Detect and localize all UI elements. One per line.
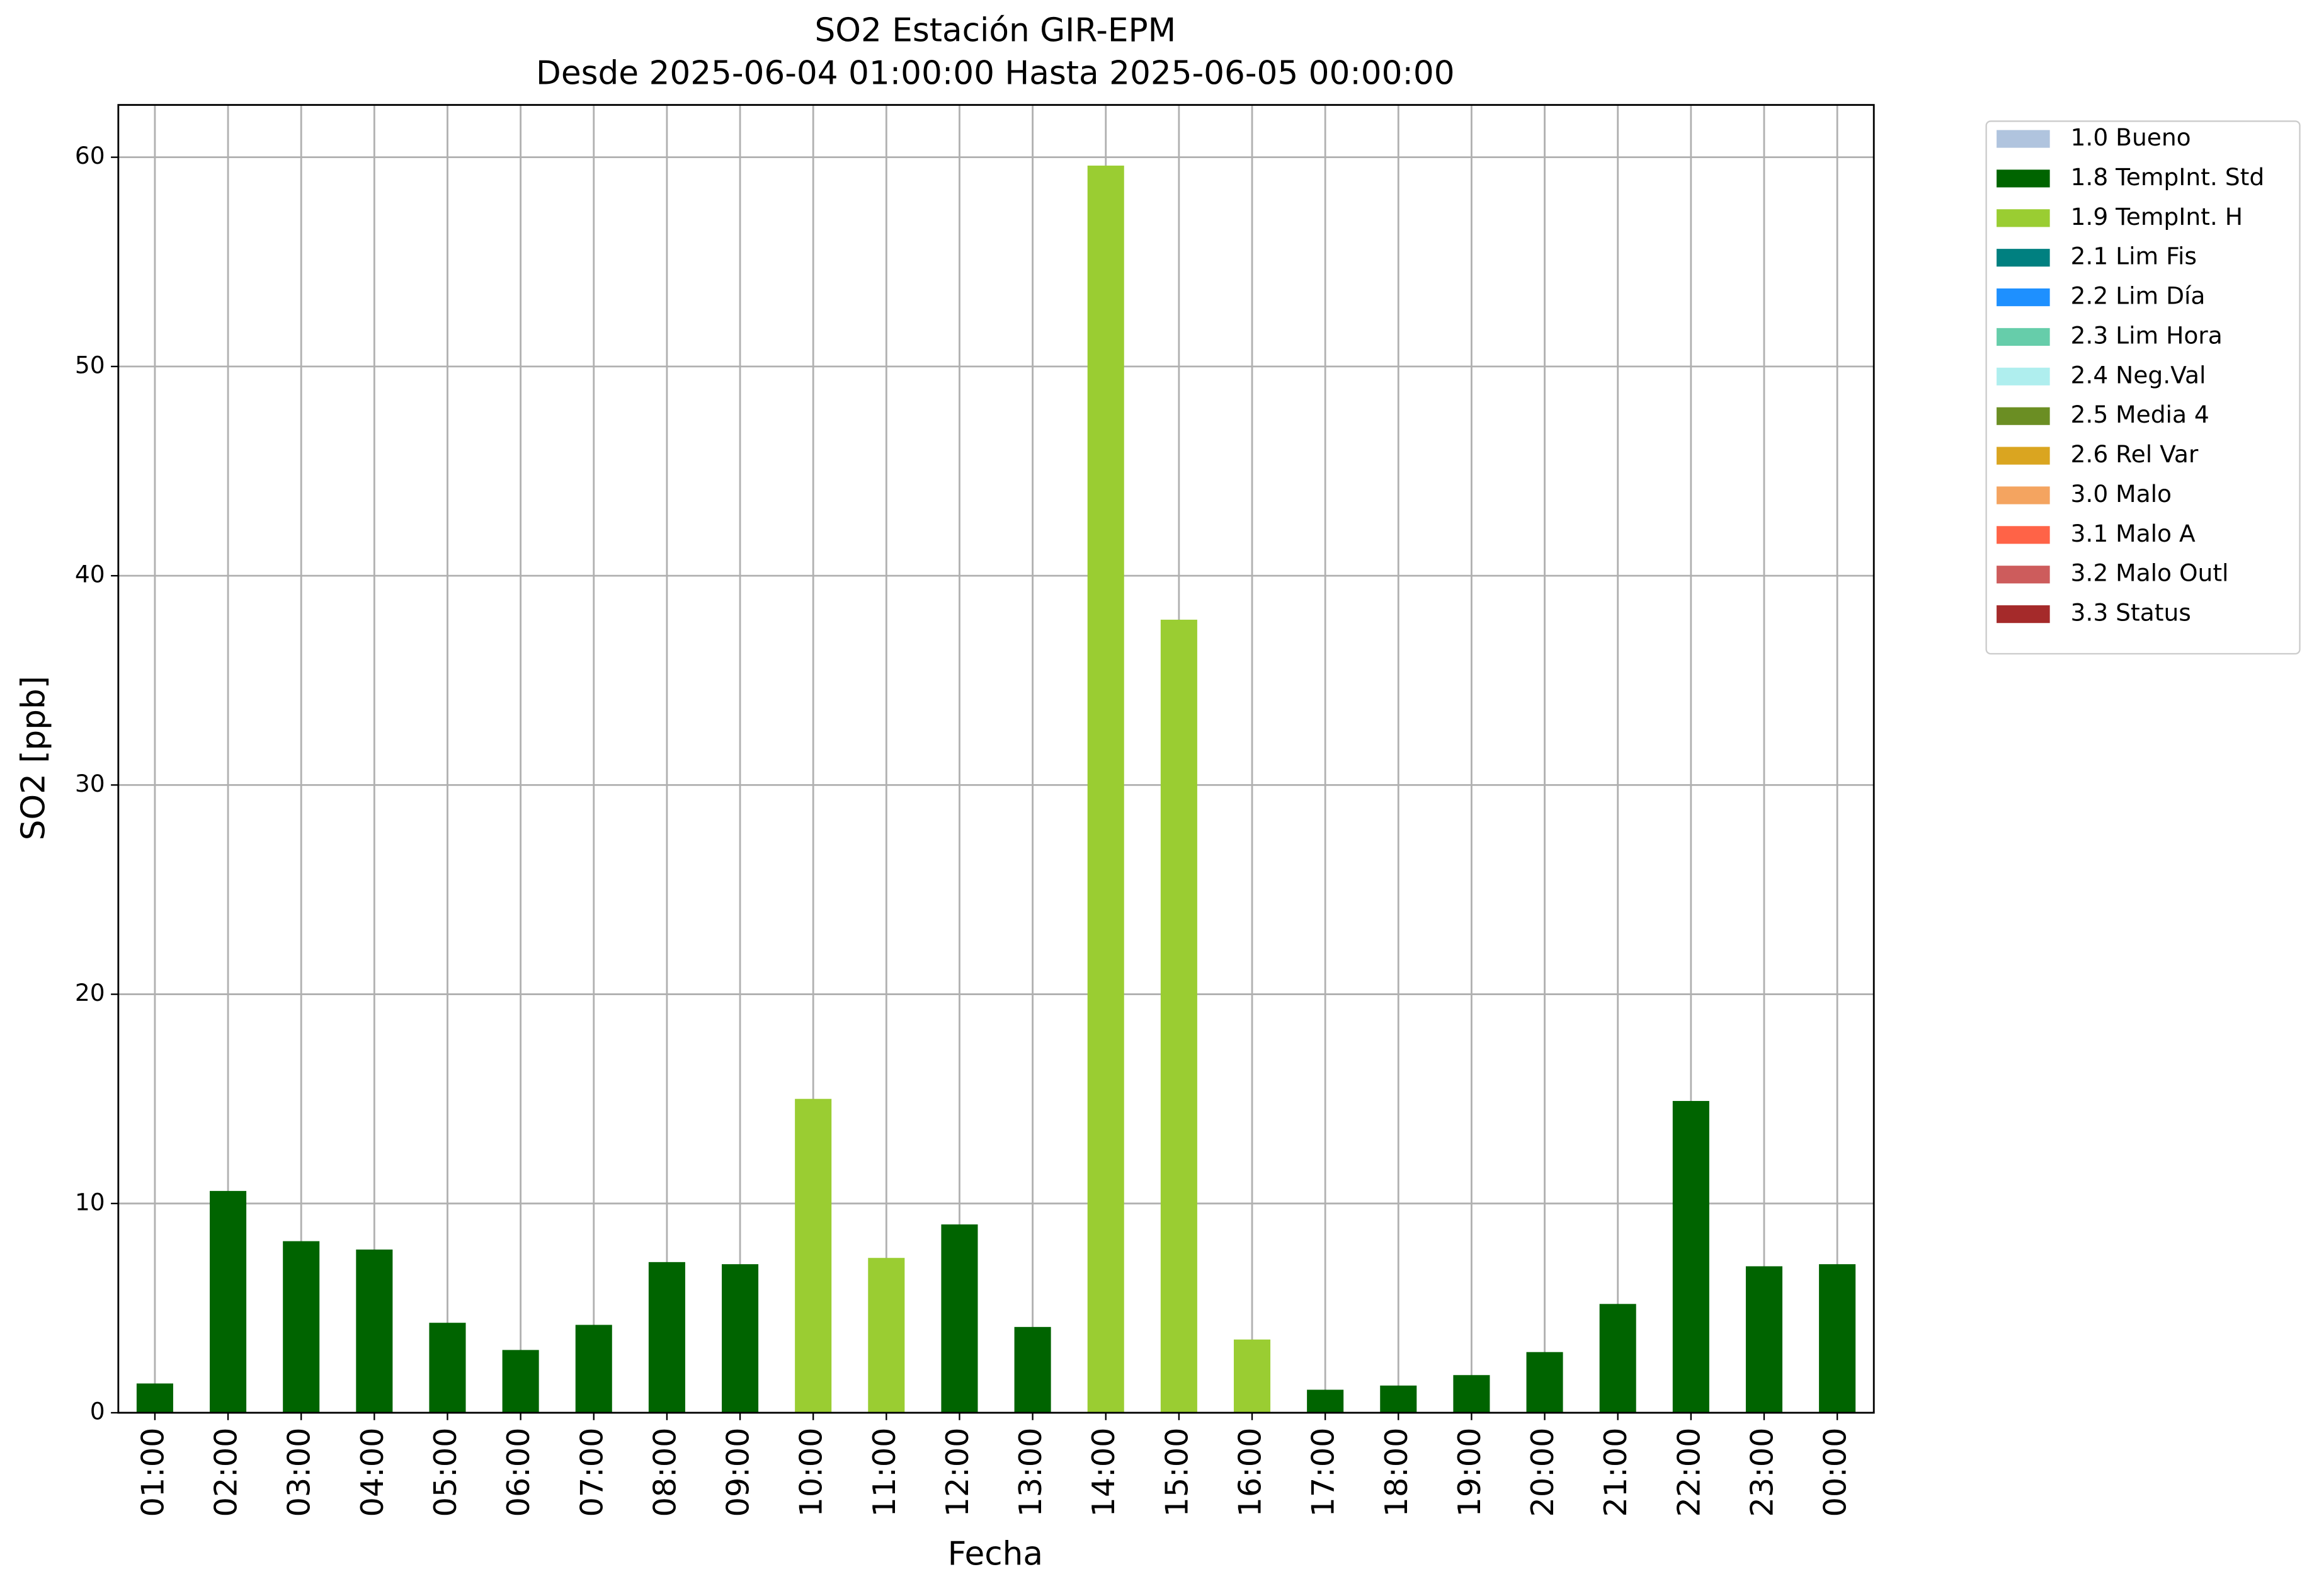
x-tick-label: 11:00 [866, 1428, 903, 1517]
chart-title: SO2 Estación GIR-EPM [815, 12, 1177, 50]
plot-frame [117, 104, 1875, 1414]
legend-label: 2.3 Lim Hora [2071, 321, 2223, 349]
x-tick-label: 02:00 [208, 1428, 244, 1517]
legend-label: 2.5 Media 4 [2071, 401, 2209, 428]
bar [1380, 1385, 1417, 1413]
bar [1307, 1389, 1344, 1413]
x-tick-label: 07:00 [573, 1428, 610, 1517]
y-axis-label: SO2 [ppb] [14, 676, 52, 840]
y-tick-label: 40 [75, 561, 105, 588]
bar [648, 1262, 685, 1413]
x-tick-label: 15:00 [1158, 1428, 1195, 1517]
legend-label: 3.1 Malo A [2071, 520, 2196, 547]
legend-label: 2.2 Lim Día [2071, 282, 2206, 310]
x-tick-label: 19:00 [1451, 1428, 1488, 1517]
legend-swatch [1997, 288, 2050, 307]
x-axis-label: Fecha [948, 1536, 1043, 1573]
legend-label: 1.9 TempInt. H [2071, 203, 2243, 231]
x-tick-label: 14:00 [1085, 1428, 1122, 1517]
x-tick-label: 09:00 [720, 1428, 756, 1517]
legend-label: 2.4 Neg.Val [2071, 361, 2206, 389]
legend-label: 3.0 Malo [2071, 480, 2172, 508]
bar [722, 1264, 759, 1413]
x-tick-label: 03:00 [281, 1428, 317, 1517]
legend-label: 1.0 Bueno [2071, 123, 2191, 151]
x-tick-label: 13:00 [1012, 1428, 1049, 1517]
x-tick-label: 00:00 [1817, 1428, 1854, 1517]
x-tick-label: 04:00 [354, 1428, 390, 1517]
legend-label: 2.1 Lim Fis [2071, 242, 2197, 270]
bar [210, 1190, 247, 1413]
x-tick-label: 05:00 [427, 1428, 464, 1517]
legend-swatch [1997, 249, 2050, 267]
x-tick-label: 12:00 [939, 1428, 976, 1517]
legend-swatch [1997, 486, 2050, 504]
legend-swatch [1997, 566, 2050, 584]
y-tick-label: 0 [90, 1398, 105, 1425]
bar [429, 1323, 466, 1413]
bar [1453, 1375, 1490, 1413]
bar [795, 1098, 832, 1413]
legend-swatch [1997, 169, 2050, 188]
x-tick-label: 20:00 [1524, 1428, 1561, 1517]
bar [1745, 1266, 1783, 1413]
y-tick-label: 50 [75, 351, 105, 379]
x-tick-label: 10:00 [793, 1428, 829, 1517]
bar [1014, 1326, 1051, 1413]
bar [1233, 1339, 1271, 1413]
x-tick-label: 21:00 [1597, 1428, 1634, 1517]
chart-subtitle: Desde 2025-06-04 01:00:00 Hasta 2025-06-… [536, 55, 1455, 93]
legend-swatch [1997, 367, 2050, 385]
legend-label: 3.2 Malo Outl [2071, 559, 2229, 587]
legend-swatch [1997, 209, 2050, 227]
bar [1672, 1101, 1709, 1413]
y-tick-label: 20 [75, 979, 105, 1006]
bar [1160, 619, 1197, 1413]
x-tick-label: 23:00 [1743, 1428, 1780, 1517]
bar [941, 1224, 978, 1413]
legend-swatch [1997, 407, 2050, 425]
y-tick-label: 60 [75, 142, 105, 169]
legend-swatch [1997, 447, 2050, 465]
legend-label: 1.8 TempInt. Std [2071, 163, 2265, 191]
bar [502, 1350, 539, 1413]
x-tick-label: 08:00 [646, 1428, 683, 1517]
bar [1526, 1352, 1563, 1413]
bar [1819, 1264, 1856, 1413]
x-tick-label: 06:00 [500, 1428, 537, 1517]
legend-label: 3.3 Status [2071, 599, 2191, 627]
bar [356, 1249, 393, 1413]
x-tick-label: 16:00 [1231, 1428, 1268, 1517]
x-tick-label: 01:00 [134, 1428, 171, 1517]
legend-box [1985, 120, 2301, 655]
bar [136, 1383, 173, 1413]
x-tick-label: 18:00 [1378, 1428, 1415, 1517]
legend-swatch [1997, 130, 2050, 148]
legend-swatch [1997, 328, 2050, 346]
bar [1087, 165, 1124, 1413]
x-tick-label: 22:00 [1670, 1428, 1707, 1517]
bar [575, 1325, 612, 1413]
legend-label: 2.6 Rel Var [2071, 440, 2199, 468]
legend-swatch [1997, 605, 2050, 624]
x-tick-label: 17:00 [1305, 1428, 1342, 1517]
bar [283, 1241, 320, 1413]
bar [1599, 1304, 1636, 1413]
y-tick-label: 10 [75, 1188, 105, 1216]
legend-swatch [1997, 526, 2050, 544]
bar [868, 1258, 905, 1413]
y-tick-label: 30 [75, 770, 105, 797]
